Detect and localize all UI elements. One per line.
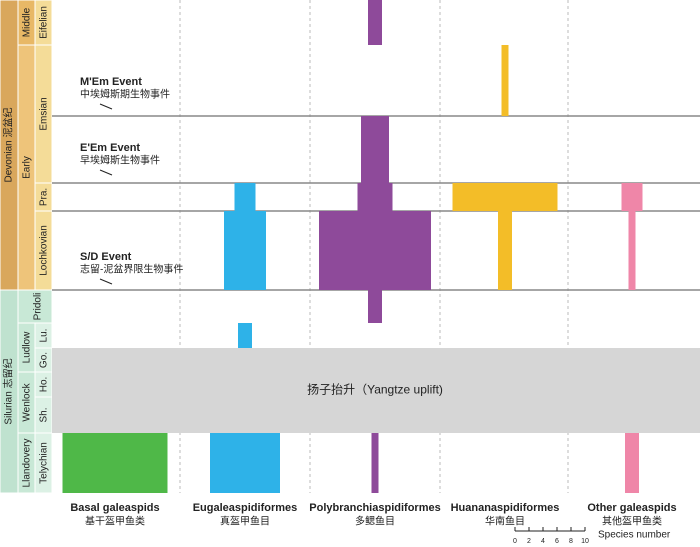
bar — [319, 211, 431, 290]
stage-cell — [34, 210, 53, 291]
bar — [368, 0, 382, 45]
bar — [501, 45, 509, 116]
stage-label: Emsian — [39, 97, 50, 130]
event-label: 志留-泥盆界限生物事件 — [80, 263, 183, 276]
scale-tick-label: 0 — [513, 538, 517, 545]
stage-label: Lu. — [39, 329, 50, 343]
stage-label: Pra. — [39, 188, 50, 206]
bar — [361, 116, 389, 183]
period-label: Silurian 志留纪 — [2, 358, 15, 424]
group-name: Other galeaspids — [587, 502, 676, 514]
stage-label: Sh. — [39, 407, 50, 422]
scale-label: Species number — [598, 530, 671, 541]
group-name-zh: 其他盔甲鱼类 — [602, 515, 662, 528]
epoch-label: Pridoli — [33, 293, 44, 321]
event-name: E'Em Event — [80, 142, 140, 154]
bar — [498, 211, 512, 290]
scale-tick-label: 4 — [541, 538, 545, 545]
group-name-zh: 真盔甲鱼目 — [220, 515, 270, 528]
event-label: 中埃姆斯期生物事件 — [80, 88, 170, 101]
bar — [621, 183, 643, 211]
event-name: S/D Event — [80, 251, 132, 263]
event-arrow — [99, 278, 113, 285]
bar — [628, 211, 636, 290]
scale-tick-label: 8 — [569, 538, 573, 545]
stage-label: Telychian — [39, 442, 50, 484]
group-name-zh: 基干盔甲鱼类 — [85, 515, 145, 528]
event-label: 早埃姆斯生物事件 — [80, 154, 160, 167]
stage-label: Eifelian — [39, 6, 50, 39]
event-name: M'Em Event — [80, 76, 142, 88]
uplift-box — [52, 348, 700, 433]
bar — [625, 433, 639, 493]
bar — [238, 323, 252, 348]
stage-label: Ho. — [39, 377, 50, 393]
stage-label: Go. — [39, 352, 50, 368]
epoch-label: Middle — [22, 7, 33, 37]
group-name-zh: 华南鱼目 — [485, 515, 525, 528]
group-name-zh: 多鳃鱼目 — [355, 515, 395, 528]
bar — [452, 183, 558, 211]
bar — [368, 290, 382, 323]
group-name: Huananaspidiformes — [451, 502, 560, 514]
bar — [62, 433, 168, 493]
bar — [357, 183, 393, 211]
bar — [234, 183, 256, 211]
scale-tick-label: 2 — [527, 538, 531, 545]
group-name: Polybranchiaspidiformes — [309, 502, 440, 514]
epoch-label: Early — [22, 156, 33, 179]
bar — [371, 433, 379, 493]
epoch-label: Llandovery — [22, 439, 33, 488]
epoch-label: Ludlow — [22, 331, 33, 363]
annotation: 扬子抬升（Yangtze uplift) — [307, 382, 443, 397]
event-arrow — [99, 169, 113, 176]
event-arrow — [99, 103, 113, 110]
group-name: Eugaleaspidiformes — [193, 502, 298, 514]
epoch-label: Wenlock — [22, 382, 33, 421]
group-name: Basal galeaspids — [70, 502, 159, 514]
epoch-cell — [17, 289, 53, 324]
bar — [210, 433, 280, 493]
bar — [224, 211, 266, 290]
stage-label: Lochkovian — [39, 225, 50, 276]
scale-tick-label: 10 — [581, 538, 589, 545]
period-label: Devonian 泥盆纪 — [2, 107, 15, 182]
stage-cell — [34, 432, 53, 494]
scale-tick-label: 6 — [555, 538, 559, 545]
